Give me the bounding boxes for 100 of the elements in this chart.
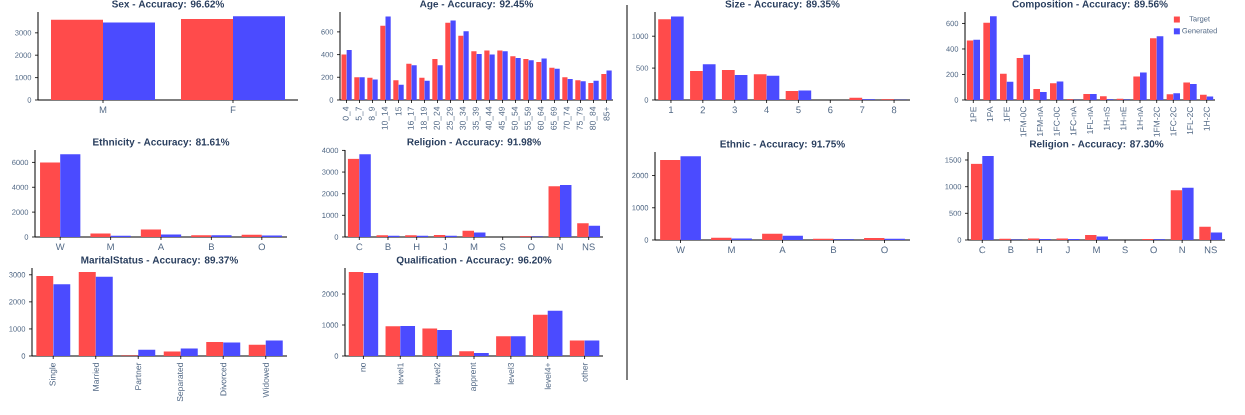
bar	[474, 353, 489, 356]
x-tick-label: 1H-nA	[1137, 106, 1143, 130]
bar	[1000, 73, 1007, 100]
bar	[95, 276, 113, 356]
x-tick-label: 8_9	[368, 106, 377, 121]
bar	[474, 232, 486, 237]
x-tick-label: 7	[860, 106, 865, 114]
bar	[1166, 94, 1174, 100]
x-tick-label: J	[443, 243, 447, 251]
bar	[753, 74, 767, 100]
bar	[554, 68, 560, 100]
x-tick-label: 10_14	[381, 106, 390, 130]
bar	[1210, 232, 1223, 240]
bar	[1150, 38, 1157, 100]
bar	[372, 79, 378, 100]
bar	[1016, 57, 1024, 100]
x-tick-label: M	[728, 246, 735, 254]
bar	[206, 341, 224, 356]
bar	[593, 80, 599, 100]
bar	[471, 51, 477, 100]
bar	[782, 235, 803, 240]
bar	[547, 310, 563, 356]
x-tick-label: 0_4	[342, 106, 351, 121]
bar	[359, 154, 371, 237]
x-tick-label: 6	[828, 106, 833, 114]
bar	[1033, 88, 1041, 100]
x-tick-label: M	[99, 106, 107, 114]
x-tick-label: Widowed	[262, 363, 269, 398]
bar	[670, 16, 684, 100]
x-tick-label: W	[55, 243, 65, 251]
bar	[78, 272, 96, 356]
x-tick-label: 1PA	[987, 106, 993, 122]
chart-title: Ethnicity - Accuracy: 81.61%	[93, 138, 230, 148]
bar	[138, 349, 156, 356]
x-tick-label: 1	[669, 106, 674, 114]
x-tick-label: 1FM-0C	[1020, 106, 1027, 137]
x-tick-label: 55_59	[524, 106, 533, 130]
bar	[1023, 54, 1031, 100]
bar	[406, 63, 412, 100]
x-tick-label: 1FL-2C	[1187, 106, 1194, 135]
chart-title: Religion - Accuracy: 87.30%	[1030, 140, 1164, 150]
bar	[1100, 96, 1107, 100]
x-tick-label: 50_54	[511, 106, 520, 130]
bar	[367, 77, 373, 100]
bar	[40, 162, 61, 237]
bar	[476, 54, 482, 100]
bar	[690, 70, 703, 100]
x-tick-label: S	[499, 243, 506, 251]
bar	[548, 186, 560, 237]
bar	[181, 18, 233, 100]
bar	[393, 80, 399, 100]
bar	[459, 351, 474, 356]
x-tick-label: level3	[507, 362, 514, 385]
chart-title: Composition - Accuracy: 89.56%	[1012, 0, 1168, 10]
bar	[437, 329, 452, 356]
bar	[140, 229, 161, 237]
x-tick-label: NS	[1204, 246, 1217, 254]
bar	[567, 78, 573, 100]
bar	[53, 284, 71, 356]
bar	[515, 57, 521, 100]
bar	[528, 60, 534, 100]
x-tick-label: A	[779, 246, 786, 254]
bar	[347, 158, 360, 237]
x-tick-label: B	[1008, 246, 1014, 254]
bar	[1040, 92, 1047, 100]
bar	[1199, 226, 1211, 240]
bar	[411, 65, 417, 100]
bar	[463, 31, 469, 100]
x-tick-label: 18_19	[420, 106, 429, 130]
bar	[584, 340, 600, 356]
bar	[1190, 84, 1197, 100]
bar	[523, 59, 529, 100]
x-tick-label: 1PE	[970, 106, 977, 122]
x-tick-label: C	[979, 246, 986, 254]
x-tick-label: 1FC-0C	[1053, 106, 1060, 136]
x-tick-label: O	[258, 243, 266, 251]
x-tick-label: O	[881, 246, 888, 254]
x-tick-label: B	[209, 243, 215, 251]
bar	[462, 230, 474, 237]
bar	[223, 342, 241, 356]
x-tick-label: J	[1065, 246, 1070, 254]
x-tick-label: B	[831, 246, 837, 254]
x-tick-label: 80_84	[589, 106, 598, 130]
bar	[1170, 190, 1183, 240]
chart-title: Ethnic - Accuracy: 91.75%	[720, 140, 845, 150]
x-tick-label: other	[581, 362, 588, 382]
bar	[562, 77, 568, 100]
x-tick-label: 35_39	[472, 106, 481, 130]
x-tick-label: 1FM-2C	[1153, 106, 1160, 137]
x-tick-label: M	[470, 243, 478, 251]
x-tick-label: NS	[582, 243, 595, 251]
x-tick-label: Single	[49, 362, 58, 386]
x-tick-label: 75_79	[576, 106, 585, 130]
bar	[1056, 81, 1064, 100]
bar	[398, 84, 404, 100]
chart-title: MaritalStatus - Accuracy: 89.37%	[81, 256, 239, 266]
bar	[90, 233, 111, 237]
bar	[450, 20, 456, 100]
bar	[1182, 187, 1194, 240]
bar	[359, 77, 365, 100]
